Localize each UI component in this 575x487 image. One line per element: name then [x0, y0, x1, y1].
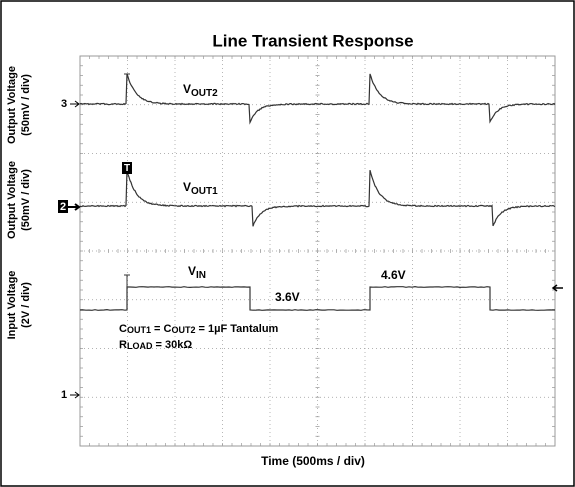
frame — [1, 1, 574, 486]
chart-title: Line Transient Response — [212, 31, 413, 50]
condition-part: = 30kΩ — [152, 339, 192, 351]
annotation: 4.6V — [381, 268, 406, 282]
chart: Line Transient Response Output Voltage (… — [0, 0, 575, 487]
trace-label-main: V — [183, 180, 191, 194]
x-label: Time (500ms / div) — [261, 454, 365, 468]
trigger-marker: T — [124, 163, 130, 174]
y-label-line: (50mV / div) — [20, 74, 32, 136]
condition-sub: LOAD — [127, 341, 153, 351]
condition-sub: OUT2 — [171, 325, 195, 335]
trace-label-sub: OUT1 — [191, 186, 218, 197]
condition-part: C — [119, 323, 127, 335]
condition: RLOAD = 30kΩ — [119, 339, 192, 351]
condition-part: = 1µF Tantalum — [195, 323, 278, 335]
y-label-line: (2V / div) — [20, 282, 32, 328]
channel-marker: 2 — [60, 201, 66, 213]
channel-marker: 3 — [61, 98, 67, 110]
condition-part: = C — [151, 323, 172, 335]
condition-part: R — [119, 339, 127, 351]
y-label-line: Input Voltage — [6, 271, 18, 340]
trace-label-sub: IN — [196, 270, 206, 281]
channel-marker: 1 — [61, 389, 67, 401]
y-label-line: (50mV / div) — [20, 169, 32, 231]
annotation: 3.6V — [275, 290, 300, 304]
trace-label-main: V — [188, 264, 196, 278]
y-label-line: Output Voltage — [6, 66, 18, 144]
y-label-line: Output Voltage — [6, 161, 18, 239]
trace-label-sub: OUT2 — [191, 88, 218, 99]
condition-sub: OUT1 — [127, 325, 151, 335]
trace-label-main: V — [183, 82, 191, 96]
condition: COUT1 = COUT2 = 1µF Tantalum — [119, 323, 279, 335]
